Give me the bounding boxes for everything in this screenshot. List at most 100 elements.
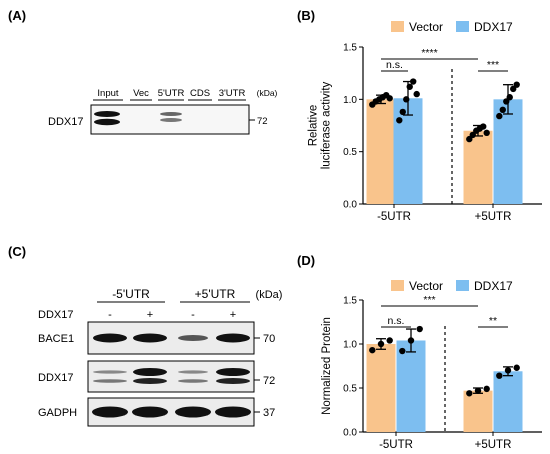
chart-b-y-label-line-1: luciferase activity: [321, 81, 333, 169]
lane-label-vec: Vec: [133, 88, 149, 99]
chart-b-point-0-1-4: [410, 78, 417, 85]
chart-b-category-label-1: +5UTR: [475, 211, 512, 223]
band-ddx17-lane2-upper: [133, 368, 167, 376]
band-ddx17-lane4-lower: [216, 378, 250, 384]
chart-d-bar-0-0: [366, 344, 396, 432]
chart-d-legend-label-0: Vector: [409, 279, 443, 293]
marker-bace1: 70: [263, 333, 275, 345]
group-label-minus-5utr: -5'UTR: [112, 287, 150, 301]
band-bace1-lane4: [216, 333, 250, 343]
chart-d-legend-swatch-0: [391, 280, 404, 291]
chart-b-sig-label-2: ***: [487, 59, 499, 71]
chart-b-point-1-1-0: [496, 112, 503, 120]
band-ddx17-lane3-upper: [178, 370, 208, 374]
chart-d-point-0-1-0: [399, 347, 406, 355]
blot-ddx17-frame: [87, 360, 255, 393]
chart-d-bar-0-1: [396, 340, 426, 432]
chart-b-y-label: Relativeluciferase activity: [308, 81, 333, 169]
panel-c-label: (C): [8, 244, 26, 259]
band-gadph-lane3: [175, 406, 211, 418]
band-bace1-lane2: [133, 333, 167, 343]
chart-b-y-tick-label-1: 0.5: [343, 147, 357, 158]
chart-d-sig-label-2: **: [489, 315, 497, 327]
marker-ddx17: 72: [263, 375, 275, 387]
chart-b-panel-label: (B): [297, 8, 315, 23]
chart-b-point-0-0-5: [386, 95, 393, 102]
chart-d-point-1-1-0: [496, 372, 503, 379]
chart-d-panel-label: (D): [297, 253, 315, 268]
band-ddx17-lane1-lower: [93, 379, 127, 383]
band-gadph-lane4: [215, 406, 251, 418]
band-ddx17-lane3-lower: [178, 379, 208, 383]
chart-b-bar-0-1: [393, 98, 423, 204]
blot-label-bace1: BACE1: [38, 333, 74, 345]
lane-label-5utr: 5'UTR: [158, 88, 185, 99]
chart-d-category-label-1: +5UTR: [475, 439, 512, 451]
chart-b-bar-0-0: [366, 99, 396, 204]
chart-b: (B) Vector DDX17 0.0 0.5 1.0 1.5 Relativelucife…: [297, 8, 542, 223]
chart-d-bar-1-0: [463, 390, 493, 432]
band-bace1-lane1: [93, 333, 127, 343]
chart-d-legend-label-1: DDX17: [474, 279, 513, 293]
chart-b-point-0-1-3: [406, 83, 413, 90]
lane-label-input: Input: [97, 88, 118, 99]
sign-lane-2: +: [147, 309, 153, 321]
marker-a: 72: [257, 116, 268, 127]
band-ddx17-lane4-upper: [216, 368, 250, 376]
chart-b-point-0-1-0: [396, 117, 403, 124]
lane-label-cds: CDS: [190, 88, 210, 99]
chart-b-point-1-1-3: [506, 94, 513, 101]
blot-label-gadph: GADPH: [38, 407, 77, 419]
chart-b-legend-swatch-0: [391, 21, 404, 32]
chart-b-sig-label-1: ****: [421, 47, 437, 59]
band-5utr-upper: [160, 112, 182, 116]
chart-b-sig-label-0: n.s.: [386, 59, 403, 71]
band-ddx17-lane2-lower: [133, 378, 167, 384]
kda-label-a: (kDa): [257, 88, 278, 98]
band-gadph-lane1: [92, 406, 128, 418]
chart-d-y-label: Normalized Protein: [321, 317, 333, 415]
chart-b-point-1-0-5: [483, 129, 490, 137]
chart-b-y-tick-label-3: 1.5: [343, 43, 357, 54]
chart-b-point-1-1-5: [513, 81, 520, 88]
lane-label-3utr: 3'UTR: [219, 88, 246, 99]
chart-d-category-label-0: -5UTR: [379, 439, 413, 451]
sign-lane-1: -: [108, 309, 112, 321]
chart-d-y-tick-label-0: 0.0: [343, 428, 357, 439]
chart-d-point-0-0-2: [386, 337, 393, 344]
band-input-upper: [94, 111, 120, 117]
chart-d-y-label-line-0: Normalized Protein: [321, 317, 333, 415]
chart-d-point-0-1-2: [416, 325, 423, 333]
chart-d-point-0-1-1: [407, 337, 415, 344]
chart-b-point-0-1-2: [403, 96, 410, 103]
group-label-plus-5utr: +5'UTR: [195, 287, 236, 301]
panel-a-label: (A): [8, 8, 26, 23]
marker-gadph: 37: [263, 407, 275, 419]
treatment-row-label: DDX17: [38, 309, 73, 321]
chart-b-point-0-1-1: [399, 108, 406, 116]
band-5utr-lower: [160, 118, 182, 122]
chart-b-bar-1-0: [463, 130, 493, 204]
chart-b-y-label-line-0: Relative: [308, 105, 320, 147]
blot-label-ddx17: DDX17: [38, 372, 73, 384]
chart-b-point-0-1-5: [413, 90, 420, 98]
chart-b-category-label-0: -5UTR: [377, 211, 411, 223]
chart-d-bar-1-1: [493, 371, 523, 432]
chart-d-y-tick-label-1: 0.5: [343, 384, 357, 395]
chart-b-legend-label-1: DDX17: [474, 20, 513, 34]
chart-d-point-1-1-1: [504, 367, 512, 374]
kda-label-c: (kDa): [256, 289, 283, 301]
chart-d-point-1-0-1: [474, 387, 482, 394]
chart-d-point-0-0-1: [377, 340, 385, 348]
chart-d-point-1-0-0: [466, 390, 473, 397]
chart-b-point-1-1-1: [499, 106, 506, 114]
band-bace1-lane3: [178, 335, 208, 341]
chart-d: (D) Vector DDX17 0.0 0.5 1.0 1.5 Normalized Pro…: [297, 253, 542, 451]
chart-d-sig-label-1: ***: [423, 294, 435, 306]
chart-d-y-tick-label-2: 1.0: [343, 340, 357, 351]
band-gadph-lane2: [132, 406, 168, 418]
chart-d-point-0-0-0: [369, 346, 376, 354]
chart-b-y-tick-label-2: 1.0: [343, 95, 357, 106]
sign-lane-3: -: [191, 309, 195, 321]
